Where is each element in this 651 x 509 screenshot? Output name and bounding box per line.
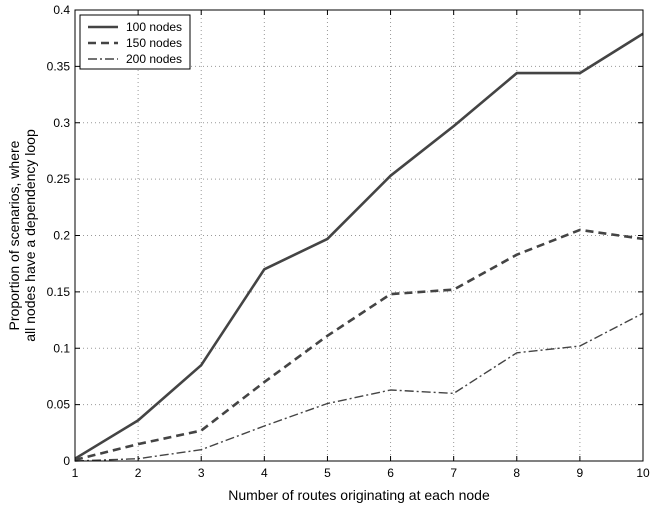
x-tick-label: 5	[324, 466, 331, 480]
series-line-1	[74, 32, 644, 460]
y-tick-label: 0.35	[47, 59, 71, 73]
x-tick-label: 4	[261, 466, 268, 480]
y-tick-label: 0.15	[47, 285, 71, 299]
legend-label-2: 150 nodes	[126, 36, 182, 50]
y-tick-label: 0.3	[53, 116, 70, 130]
y-tick-label: 0.4	[53, 3, 70, 17]
x-tick-label: 8	[513, 466, 520, 480]
y-axis-label-line-1: Proportion of scenarios, where	[6, 140, 22, 330]
y-tick-label: 0	[63, 454, 70, 468]
y-tick-label: 0.05	[47, 398, 71, 412]
x-tick-label: 10	[636, 466, 650, 480]
x-tick-label: 9	[577, 466, 584, 480]
series-line-3	[74, 312, 644, 462]
y-axis-label-line-2: all nodes have a dependency loop	[22, 129, 38, 342]
x-tick-label: 6	[387, 466, 394, 480]
y-tick-label: 0.25	[47, 172, 71, 186]
series-lines	[74, 32, 644, 462]
grid	[75, 10, 643, 461]
x-tick-label: 7	[450, 466, 457, 480]
x-tick-label: 2	[135, 466, 142, 480]
x-axis-label: Number of routes originating at each nod…	[228, 487, 490, 503]
legend-label-1: 100 nodes	[126, 20, 182, 34]
y-tick-label: 0.2	[53, 229, 70, 243]
legend: 100 nodes 150 nodes 200 nodes	[79, 14, 191, 70]
legend-label-3: 200 nodes	[126, 52, 182, 66]
axis-ticks: 1 2 3 4 5 6 7 8 9 10 0 0.05 0.1 0.15 0.2 0.25 0.3 0.35 0.4	[47, 3, 650, 480]
y-axis-label: Proportion of scenarios, where all nodes…	[6, 129, 38, 342]
series-line-2	[74, 228, 644, 462]
y-tick-label: 0.1	[53, 341, 70, 355]
x-tick-label: 3	[198, 466, 205, 480]
x-tick-label: 1	[72, 466, 79, 480]
legend-box	[79, 14, 191, 70]
